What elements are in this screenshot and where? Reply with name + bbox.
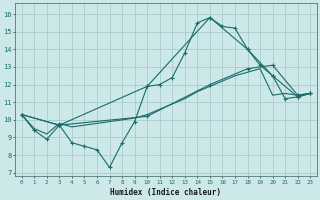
X-axis label: Humidex (Indice chaleur): Humidex (Indice chaleur) (110, 188, 221, 197)
